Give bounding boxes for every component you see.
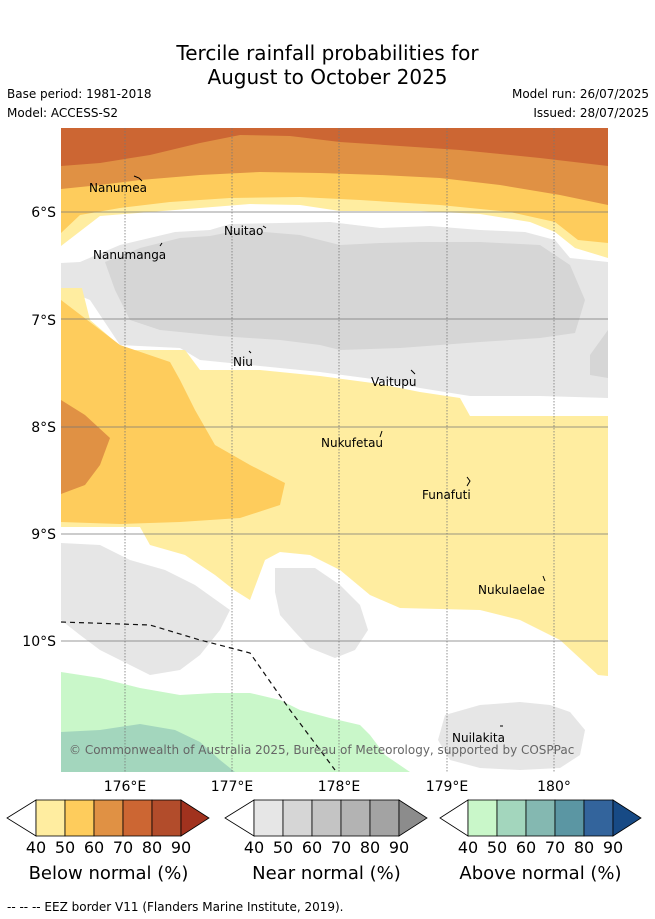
map-title-line2: August to October 2025 xyxy=(207,65,448,89)
place-label-nanumanga: Nanumanga xyxy=(93,248,166,262)
near-normal-colorbar-tick: 40 xyxy=(243,838,265,857)
lon-tick-labels: 176°E 177°E 178°E 179°E 180° xyxy=(104,779,571,795)
lat-tick-label: 7°S xyxy=(31,313,56,329)
below-normal-colorbar-title: Below normal (%) xyxy=(28,863,189,884)
above-normal-colorbar-cell xyxy=(525,799,556,837)
place-label-nukulaelae: Nukulaelae xyxy=(478,583,545,597)
island-mark-funafuti xyxy=(466,476,471,487)
place-label-niu: Niu xyxy=(233,355,253,369)
near-normal-colorbar-min-arrow xyxy=(224,799,255,837)
map-title-line1: Tercile rainfall probabilities for xyxy=(176,41,479,65)
island-mark-nuitao xyxy=(262,225,267,229)
lat-tick-labels: 6°S 7°S 8°S 9°S 10°S xyxy=(22,205,56,650)
below-normal-colorbar-tick: 80 xyxy=(141,838,163,857)
lon-tick-label: 179°E xyxy=(426,779,469,795)
below-normal-colorbar-tick: 50 xyxy=(54,838,76,857)
above-normal-colorbar-tick: 50 xyxy=(486,838,508,857)
above-normal-colorbar-max-arrow xyxy=(612,799,642,837)
above-normal-colorbar-tick: 80 xyxy=(573,838,595,857)
above-normal-colorbar-tick: 40 xyxy=(457,838,479,857)
base-period-text: Base period: 1981-2018 xyxy=(7,87,152,101)
near-normal-colorbar-max-arrow xyxy=(398,799,428,837)
above-normal-colorbar-title: Above normal (%) xyxy=(459,863,622,884)
above-normal-colorbar-cell xyxy=(554,799,585,837)
lon-tick-label: 180° xyxy=(537,779,571,795)
map-plot-area: Nanumea Nuitao Nanumanga Niu Vaitupu Nuk… xyxy=(61,128,608,772)
above-normal-colorbar-cell xyxy=(467,799,498,837)
below-normal-colorbar-min-arrow xyxy=(6,799,37,837)
copyright-credit: © Commonwealth of Australia 2025, Bureau… xyxy=(69,743,574,757)
below-normal-60-region-middle xyxy=(61,400,110,494)
above-normal-50-region xyxy=(61,724,235,772)
near-normal-50-region-east xyxy=(590,330,608,378)
place-label-funafuti: Funafuti xyxy=(422,488,471,502)
model-run-text: Model run: 26/07/2025 xyxy=(511,87,649,101)
lon-tick-label: 176°E xyxy=(104,779,147,795)
lon-tick-label: 177°E xyxy=(211,779,254,795)
place-label-nuilakita: Nuilakita xyxy=(452,731,505,745)
island-mark-niu xyxy=(248,350,252,354)
near-normal-colorbar-cell xyxy=(311,799,342,837)
below-normal-colorbar-cell xyxy=(151,799,182,837)
place-labels: Nanumea Nuitao Nanumanga Niu Vaitupu Nuk… xyxy=(89,181,545,745)
near-normal-40-region-southeast xyxy=(438,702,585,770)
near-normal-40-region-southwest xyxy=(61,543,230,675)
below-normal-70-region xyxy=(61,128,608,166)
below-normal-colorbar-cell xyxy=(93,799,124,837)
island-mark-nanumea xyxy=(133,175,143,182)
above-normal-colorbar-cell xyxy=(583,799,614,837)
near-normal-colorbar-cell xyxy=(340,799,371,837)
below-normal-colorbar-tick: 90 xyxy=(170,838,192,857)
above-normal-colorbar-tick: 70 xyxy=(544,838,566,857)
place-label-nukufetau: Nukufetau xyxy=(321,436,383,450)
near-normal-colorbar-tick: 70 xyxy=(330,838,352,857)
eez-border-line xyxy=(61,621,336,771)
colorbar-group xyxy=(6,799,642,837)
lon-tick-label: 178°E xyxy=(318,779,361,795)
above-normal-colorbar-tick: 90 xyxy=(602,838,624,857)
below-normal-colorbar-cell xyxy=(64,799,95,837)
near-normal-colorbar-tick: 60 xyxy=(301,838,323,857)
above-normal-colorbar-cell xyxy=(496,799,527,837)
above-normal-colorbar-min-arrow xyxy=(439,799,469,837)
lat-tick-label: 9°S xyxy=(31,527,56,543)
below-normal-50-region-middle xyxy=(61,300,285,524)
place-label-nuitao: Nuitao xyxy=(224,224,263,238)
island-marks xyxy=(133,175,546,727)
below-normal-colorbar-tick: 70 xyxy=(112,838,134,857)
place-label-nanumea: Nanumea xyxy=(89,181,147,195)
below-normal-colorbar-max-arrow xyxy=(180,799,210,837)
island-mark-nukufetau xyxy=(379,430,383,438)
near-normal-colorbar-cell xyxy=(369,799,400,837)
lat-tick-label: 8°S xyxy=(31,420,56,436)
lat-tick-label: 10°S xyxy=(22,634,56,650)
above-normal-colorbar-tick: 60 xyxy=(515,838,537,857)
near-normal-colorbar-tick: 80 xyxy=(359,838,381,857)
near-normal-colorbar-cell xyxy=(282,799,313,837)
place-label-vaitupu: Vaitupu xyxy=(371,375,417,389)
near-normal-colorbar-tick: 50 xyxy=(272,838,294,857)
model-text: Model: ACCESS-S2 xyxy=(7,106,119,120)
island-mark-nukulaelae xyxy=(542,575,546,582)
issued-text: Issued: 28/07/2025 xyxy=(533,106,649,120)
near-normal-colorbar-title: Near normal (%) xyxy=(252,863,401,884)
near-normal-colorbar-tick: 90 xyxy=(388,838,410,857)
island-mark-vaitupu xyxy=(410,369,416,375)
below-normal-colorbar-tick: 60 xyxy=(83,838,105,857)
below-normal-40-region-middle xyxy=(61,288,608,676)
eez-legend-text: -- -- -- EEZ border V11 (Flanders Marine… xyxy=(7,900,344,914)
below-normal-colorbar-tick: 40 xyxy=(25,838,47,857)
near-normal-40-region-south xyxy=(275,568,368,658)
graticule xyxy=(61,128,608,772)
island-mark-nanumanga xyxy=(159,242,163,247)
below-normal-colorbar-cell xyxy=(122,799,153,837)
near-normal-colorbar-cell xyxy=(253,799,284,837)
near-normal-50-region-north xyxy=(105,230,585,350)
lat-tick-label: 6°S xyxy=(31,205,56,221)
below-normal-colorbar-cell xyxy=(35,799,66,837)
